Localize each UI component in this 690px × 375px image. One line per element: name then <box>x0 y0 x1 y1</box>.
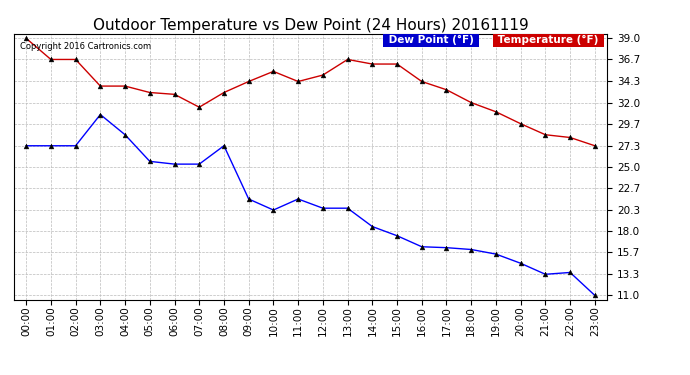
Text: Dew Point (°F): Dew Point (°F) <box>385 35 477 45</box>
Text: Temperature (°F): Temperature (°F) <box>495 35 602 45</box>
Text: Copyright 2016 Cartronics.com: Copyright 2016 Cartronics.com <box>20 42 151 51</box>
Title: Outdoor Temperature vs Dew Point (24 Hours) 20161119: Outdoor Temperature vs Dew Point (24 Hou… <box>92 18 529 33</box>
